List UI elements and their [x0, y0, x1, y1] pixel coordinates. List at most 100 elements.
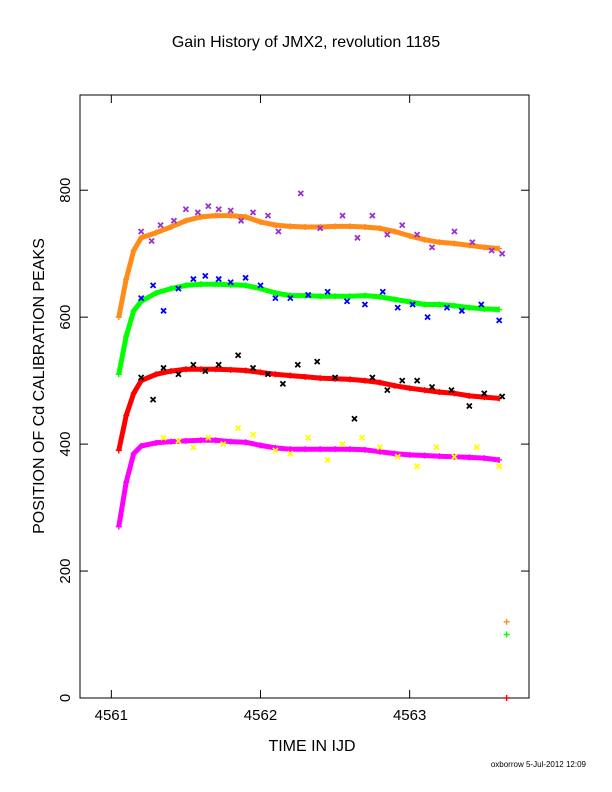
series-trend-line — [116, 366, 500, 452]
data-point — [153, 371, 160, 378]
data-point — [272, 447, 279, 454]
data-point — [331, 374, 339, 381]
data-point — [297, 190, 304, 197]
data-point — [138, 234, 145, 241]
data-point — [190, 444, 197, 451]
data-point — [451, 228, 458, 235]
data-point — [167, 368, 174, 375]
data-point — [496, 317, 503, 324]
data-point — [361, 292, 368, 299]
data-point — [361, 377, 368, 384]
data-point — [317, 225, 324, 232]
data-point — [317, 446, 324, 453]
data-point — [361, 224, 368, 231]
data-point — [287, 450, 294, 457]
data-point — [466, 402, 473, 410]
data-point — [466, 392, 473, 399]
data-point — [175, 437, 182, 445]
data-point — [324, 288, 331, 295]
data-point — [436, 301, 443, 308]
data-point — [212, 437, 219, 444]
y-axis-label: POSITION OF Cd CALIBRATION PEAKS — [31, 238, 48, 534]
data-point — [249, 364, 257, 372]
data-point — [399, 221, 406, 229]
x-tick-label: 4563 — [393, 707, 426, 724]
data-point — [424, 314, 431, 321]
x-axis-label: TIME IN IJD — [268, 738, 356, 755]
data-point — [167, 285, 174, 292]
data-point — [157, 221, 164, 229]
data-point — [369, 374, 376, 381]
data-point — [153, 439, 160, 446]
data-point — [242, 367, 249, 374]
data-point — [242, 213, 249, 220]
data-point — [153, 290, 160, 297]
plot-frame — [79, 94, 530, 699]
data-point — [170, 217, 178, 224]
data-point — [287, 223, 294, 230]
y-tick-label: 800 — [57, 178, 74, 203]
data-point — [197, 281, 204, 288]
data-point — [406, 298, 413, 305]
data-point — [503, 695, 510, 701]
data-point — [160, 434, 167, 441]
data-point — [272, 294, 279, 302]
data-point — [167, 224, 174, 231]
data-point — [123, 412, 130, 419]
data-point — [469, 239, 476, 246]
data-point — [160, 364, 167, 372]
data-point — [197, 437, 204, 444]
data-point — [115, 371, 122, 378]
x-tick-label: 4561 — [95, 707, 128, 724]
data-point — [361, 301, 369, 308]
data-point — [376, 379, 383, 386]
data-point — [279, 380, 287, 387]
data-point — [443, 304, 451, 311]
data-point — [148, 237, 155, 245]
data-point — [421, 387, 428, 394]
data-point — [496, 245, 503, 252]
data-point — [406, 385, 413, 392]
data-point — [249, 209, 257, 216]
data-point — [149, 396, 157, 403]
data-point — [499, 393, 506, 400]
data-point — [317, 375, 324, 382]
data-point — [130, 390, 137, 397]
data-point — [481, 455, 488, 462]
data-point — [234, 352, 242, 359]
y-tick-label: 0 — [57, 694, 74, 702]
data-point — [215, 275, 222, 283]
data-point — [399, 377, 406, 384]
data-point — [257, 282, 264, 289]
data-point — [264, 212, 272, 219]
data-point — [379, 288, 386, 295]
data-point — [436, 453, 443, 460]
data-point — [406, 451, 413, 458]
data-point — [302, 224, 309, 231]
data-point — [314, 358, 321, 365]
data-point — [458, 307, 466, 314]
data-point — [376, 293, 383, 300]
data-point — [275, 228, 282, 235]
data-point — [346, 446, 353, 453]
data-point — [123, 276, 130, 283]
data-point — [384, 231, 391, 238]
data-point — [339, 440, 346, 448]
data-point — [138, 443, 145, 450]
data-point — [123, 479, 130, 486]
data-point — [242, 282, 249, 289]
data-point — [227, 279, 234, 286]
data-point — [391, 296, 398, 303]
data-point — [503, 618, 510, 625]
data-point — [376, 225, 383, 232]
data-point — [242, 274, 249, 281]
data-point — [346, 293, 353, 300]
data-point — [130, 450, 137, 457]
data-point — [227, 438, 234, 445]
data-point — [466, 304, 473, 311]
data-point — [361, 446, 368, 453]
data-point — [182, 282, 189, 289]
y-tick-label: 400 — [57, 432, 74, 457]
data-point — [332, 223, 339, 230]
data-point — [369, 212, 376, 219]
